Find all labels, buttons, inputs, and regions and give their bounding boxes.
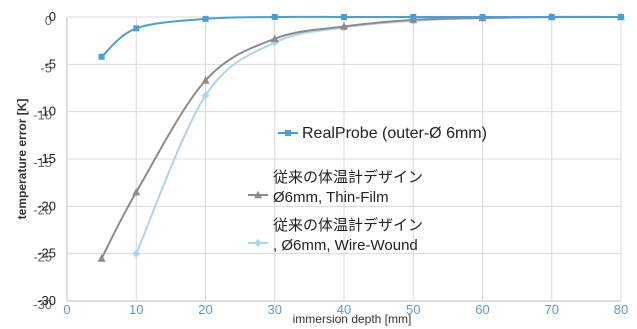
x-tick-label: 0 [63, 302, 70, 317]
x-tick-label: 40 [337, 302, 351, 317]
y-tick-labels: 00 -5-5 -10-10 -15-15 -20-20 -25-25 -30-30 [33, 9, 56, 312]
legend-label: 従来の体温計デザイン [273, 168, 423, 186]
data-point-marker [340, 22, 348, 30]
series-line-1 [100, 15, 621, 58]
data-point-marker [548, 14, 555, 20]
x-axis-label: immersion depth [mm] [293, 312, 412, 326]
x-tick-label: 20 [198, 302, 212, 317]
y-tick-label: -5 [44, 56, 56, 71]
y-tick-label-shadow: 0 [45, 13, 52, 28]
y-tick-label-shadow: -10 [33, 108, 52, 123]
series-group [97, 12, 625, 262]
legend-label: 従来の体温計デザイン [273, 216, 423, 234]
y-tick-label: 0 [49, 9, 56, 24]
y-tick-label-shadow: -25 [33, 250, 52, 265]
legend-marker [254, 190, 262, 199]
y-tick-label: -20 [37, 198, 56, 213]
y-tick-label-shadow: -5 [40, 60, 52, 75]
y-tick-label: -10 [37, 104, 56, 119]
y-axis-label: temperature error [K] [15, 99, 29, 220]
data-point-marker [98, 53, 105, 60]
data-point-marker [479, 14, 486, 20]
x-tick-label: 80 [614, 302, 628, 317]
data-point-marker [132, 187, 141, 196]
axes [66, 17, 621, 302]
data-point-marker [410, 14, 417, 20]
grid-lines [66, 16, 622, 302]
y-tick-label-shadow: -15 [33, 155, 52, 170]
data-point-marker [133, 25, 140, 32]
x-tick-label: 50 [406, 302, 420, 317]
x-tick-label: 10 [129, 302, 143, 317]
x-tick-labels: 0 10 20 30 40 50 60 70 80 [63, 302, 628, 317]
legend-label: , Ø6mm, Wire-Wound [273, 237, 418, 254]
legend-entry-2: 従来の体温計デザイン Ø6mm, Thin-Film [248, 168, 423, 206]
y-tick-label: -25 [37, 246, 56, 261]
legend-marker [285, 130, 291, 136]
y-tick-label: -30 [37, 293, 56, 308]
legend-marker [254, 239, 262, 247]
y-tick-label-shadow: -30 [33, 297, 52, 312]
data-point-marker [132, 249, 141, 258]
data-point-marker [271, 14, 278, 20]
data-point-marker [202, 15, 209, 22]
x-tick-label: 30 [268, 302, 282, 317]
x-tick-label: 70 [545, 302, 559, 317]
legend-entry-1: RealProbe (outer-Ø 6mm) [278, 125, 487, 142]
legend-label: Ø6mm, Thin-Film [273, 189, 389, 206]
legend: RealProbe (outer-Ø 6mm) 従来の体温計デザイン Ø6mm, T… [248, 125, 487, 254]
y-tick-label-shadow: -20 [33, 202, 52, 217]
data-point-marker [97, 254, 106, 262]
data-point-marker [618, 14, 624, 20]
data-point-marker [201, 91, 210, 100]
x-tick-label: 60 [475, 302, 489, 317]
data-point-marker [341, 14, 347, 20]
legend-label: RealProbe (outer-Ø 6mm) [302, 125, 487, 142]
y-tick-label: -15 [37, 151, 56, 166]
legend-entry-3: 従来の体温計デザイン , Ø6mm, Wire-Wound [248, 216, 423, 254]
series-1 [98, 14, 624, 60]
data-point-marker [270, 34, 279, 43]
data-point-marker [201, 76, 210, 84]
